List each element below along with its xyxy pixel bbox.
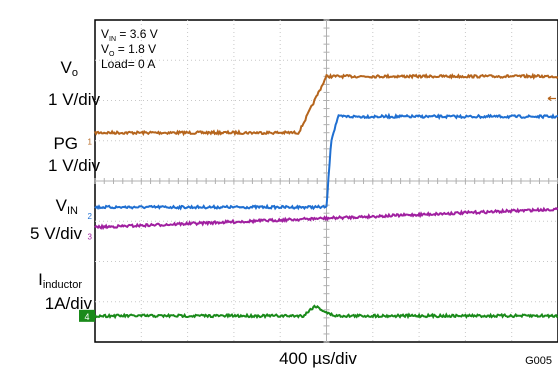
- marker-ch2: 2: [88, 212, 93, 221]
- settings-line-1-sub: IN: [109, 36, 116, 43]
- inductor-name-sub: inductor: [42, 279, 82, 291]
- marker-ch3: 3: [88, 232, 93, 241]
- inductor-scale: 1A/div: [44, 294, 92, 313]
- marker-ch1: 1: [88, 138, 93, 147]
- vin-name: V: [55, 196, 67, 215]
- channel-markers: 1 2 3 4: [79, 95, 556, 322]
- trace-ch2: [94, 112, 558, 211]
- figure-id: G005: [525, 355, 552, 367]
- settings-line-1: VIN = 3.6 V: [101, 27, 158, 43]
- settings-line-2-rest: = 1.8 V: [114, 42, 156, 56]
- settings-line-2-main: V: [101, 42, 109, 56]
- settings-line-2-sub: O: [109, 51, 115, 58]
- x-axis-label: 400 µs/div: [279, 349, 357, 368]
- vin-label: VIN: [56, 196, 78, 221]
- pg-scale: 1 V/div: [48, 156, 100, 175]
- traces: [94, 72, 558, 320]
- trace-ch4: [94, 304, 558, 320]
- vo-name: V: [60, 58, 72, 77]
- inductor-label: Iinductor: [38, 270, 82, 295]
- settings-line-1-main: V: [101, 27, 109, 41]
- vo-label: Vo: [61, 58, 78, 83]
- vin-scale: 5 V/div: [30, 224, 82, 243]
- trace-ch3: [94, 206, 558, 231]
- pg-label: PG: [53, 134, 78, 153]
- inductor-name: I: [38, 270, 43, 289]
- grid: [94, 19, 558, 343]
- trace-ch1: [94, 72, 558, 137]
- settings-line-1-rest: = 3.6 V: [116, 27, 158, 41]
- vo-scale: 1 V/div: [48, 90, 100, 109]
- trigger-level-arrow-icon: [547, 95, 556, 101]
- marker-ch4: [79, 309, 95, 322]
- vin-name-sub: IN: [67, 205, 78, 217]
- settings-line-3: Load= 0 A: [101, 57, 155, 71]
- vo-name-sub: o: [71, 67, 78, 79]
- settings-line-2: VO = 1.8 V: [101, 42, 156, 58]
- marker-ch4-label: 4: [84, 312, 89, 322]
